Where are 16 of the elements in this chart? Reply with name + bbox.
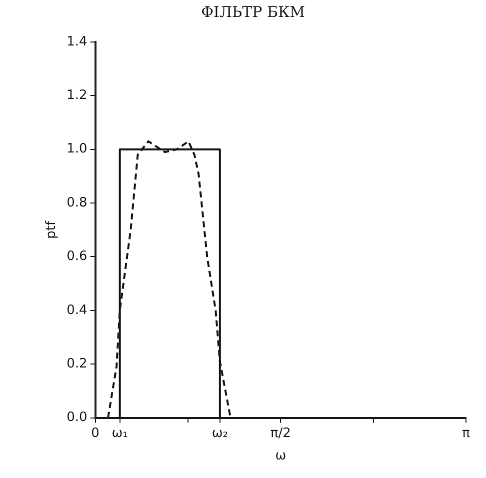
chart-title: ФІЛЬТР БКМ xyxy=(201,2,305,21)
x-tick-label: ω₁ xyxy=(112,426,128,441)
y-tick-label: 1.4 xyxy=(66,34,88,50)
y-tick-label: 1.2 xyxy=(66,88,88,104)
y-tick-label: 1.0 xyxy=(66,142,88,157)
y-tick-label: 0.2 xyxy=(66,356,88,372)
x-tick-label: π xyxy=(462,426,470,441)
y-axis-title: ptf xyxy=(44,220,60,239)
y-tick-label: 0.0 xyxy=(66,410,88,426)
y-tick-label: 0.4 xyxy=(66,302,88,318)
x-axis-title: ω xyxy=(275,448,286,464)
x-tick-label: π/2 xyxy=(270,426,291,441)
x-tick-label: ω₂ xyxy=(212,426,228,441)
x-tick-label: 0 xyxy=(91,426,100,441)
y-tick-label: 0.6 xyxy=(66,249,88,264)
y-tick-label: 0.8 xyxy=(66,195,88,210)
